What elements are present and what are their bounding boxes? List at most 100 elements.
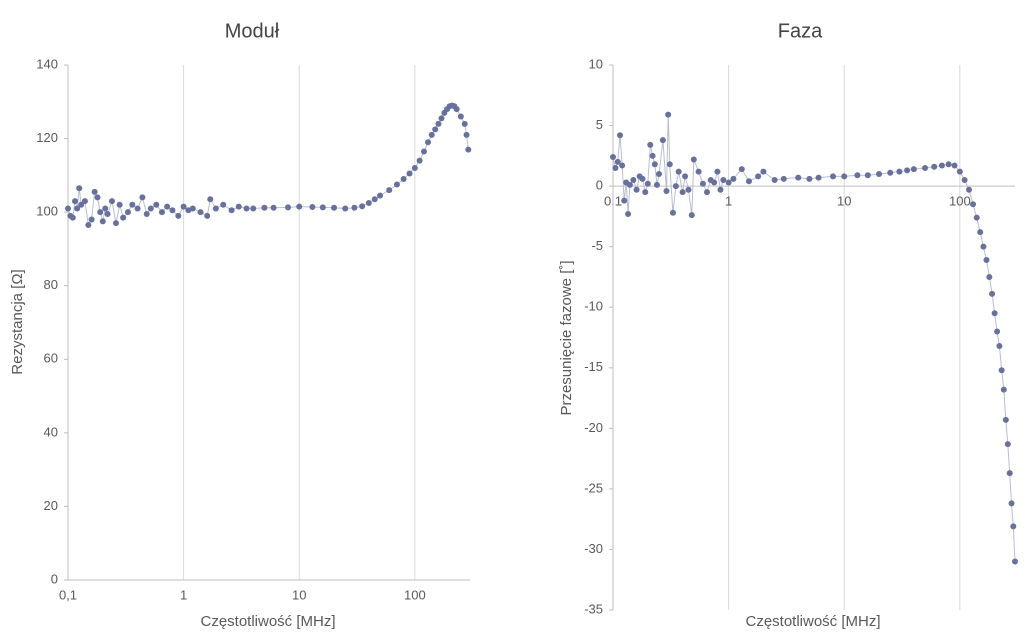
data-point (1012, 558, 1018, 565)
data-point (1002, 416, 1009, 423)
data-point (961, 177, 968, 184)
x-tick-label: 100 (949, 194, 971, 209)
y-axis-label: Rezystancja [Ω] (9, 269, 26, 374)
data-point (120, 214, 127, 221)
data-point (745, 178, 752, 185)
data-point (129, 201, 136, 208)
y-tick-label: 5 (596, 117, 603, 132)
data-point (438, 115, 445, 122)
data-point (675, 168, 682, 175)
data-point (147, 205, 154, 212)
data-point (204, 212, 211, 219)
data-point (65, 205, 71, 212)
data-point (97, 209, 104, 216)
data-point (617, 132, 624, 139)
y-tick-label: -5 (591, 238, 603, 253)
data-point (342, 205, 349, 212)
data-point (760, 168, 767, 175)
data-point (250, 205, 257, 212)
data-point (104, 210, 111, 217)
data-point (453, 106, 460, 113)
data-point (795, 174, 802, 181)
data-point (76, 185, 83, 192)
data-point (651, 161, 658, 168)
data-point (85, 222, 92, 229)
data-point (112, 220, 119, 227)
data-point (649, 152, 656, 159)
data-point (996, 342, 1003, 349)
y-tick-label: 20 (44, 498, 58, 513)
data-point (612, 164, 619, 171)
data-point (461, 120, 468, 127)
data-point (189, 205, 196, 212)
data-point (998, 367, 1005, 374)
data-point (973, 214, 980, 221)
data-point (270, 204, 277, 211)
data-point (180, 203, 187, 210)
data-point (986, 273, 993, 280)
data-point (425, 139, 432, 146)
data-point (124, 209, 131, 216)
y-tick-label: 40 (44, 424, 58, 439)
data-point (351, 204, 358, 211)
data-point (1008, 500, 1015, 507)
data-point (659, 137, 666, 144)
data-point (116, 201, 123, 208)
data-point (931, 163, 938, 170)
y-tick-label: 60 (44, 351, 58, 366)
data-point (406, 170, 413, 177)
data-point (633, 186, 640, 193)
data-point (945, 161, 952, 168)
data-point (965, 186, 972, 193)
y-tick-label: 140 (36, 56, 58, 71)
data-point (331, 204, 338, 211)
data-point (666, 161, 673, 168)
data-point (220, 201, 227, 208)
data-point (309, 203, 316, 210)
data-point (780, 175, 787, 182)
data-point (243, 205, 250, 212)
data-point (738, 166, 745, 173)
data-point (980, 243, 987, 250)
data-point (411, 165, 418, 171)
data-point (88, 216, 95, 223)
data-point (672, 183, 679, 190)
data-point (815, 174, 822, 181)
data-point (432, 126, 439, 133)
data-point (164, 203, 171, 210)
data-point (465, 146, 472, 153)
x-tick-label: 1 (725, 194, 732, 209)
data-point (904, 167, 911, 174)
y-tick-label: 0 (51, 571, 58, 586)
data-point (639, 175, 646, 182)
data-point (644, 180, 651, 187)
data-point (983, 256, 990, 263)
data-point (296, 203, 303, 210)
chart-title: Moduł (225, 20, 280, 42)
data-point (1006, 470, 1013, 477)
y-tick-label: -20 (584, 420, 603, 435)
data-point (938, 162, 945, 169)
data-point (896, 168, 903, 175)
data-point (771, 177, 778, 184)
data-point (74, 205, 81, 212)
data-point (970, 201, 977, 208)
data-point (714, 168, 721, 175)
x-tick-label: 10 (837, 194, 851, 209)
data-point (625, 210, 632, 217)
y-tick-label: -25 (584, 480, 603, 495)
data-point (463, 131, 470, 138)
data-point (393, 181, 400, 188)
data-point (371, 196, 378, 203)
data-point (806, 175, 813, 182)
data-point (108, 198, 115, 205)
data-point (665, 111, 672, 118)
data-point (228, 207, 235, 214)
data-point (854, 172, 861, 179)
data-point (365, 199, 372, 206)
y-tick-label: 100 (36, 204, 58, 219)
y-tick-label: 0 (596, 178, 603, 193)
data-point (910, 166, 917, 173)
y-tick-label: -10 (584, 299, 603, 314)
